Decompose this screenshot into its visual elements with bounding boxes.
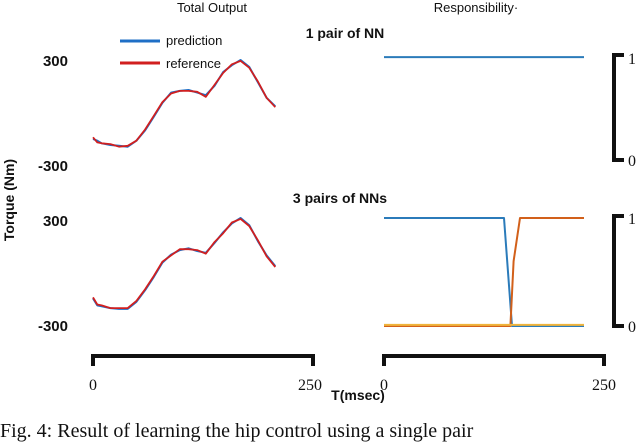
bottom-right-y-axis <box>612 214 624 328</box>
top-left-ytick-min: -300 <box>38 158 68 175</box>
top-left-ytick-max: 300 <box>43 53 68 70</box>
series-line-bottom-left-reference <box>92 217 276 310</box>
series-line-bottom-left-prediction <box>92 217 277 310</box>
left-x-axis <box>91 354 315 366</box>
left-xtick-250: 250 <box>298 377 322 394</box>
top-right-y-axis <box>612 53 624 162</box>
plot-area <box>92 56 584 327</box>
bottom-right-ytick-max: 1 <box>628 211 636 228</box>
top-right-ytick-max: 1 <box>628 51 636 68</box>
series-line-bottom-right-s1 <box>384 217 584 327</box>
legend: prediction reference <box>120 33 222 71</box>
series-line-bottom-right-s0 <box>384 217 584 327</box>
x-axis-label: T(msec) <box>331 387 385 403</box>
left-xtick-0: 0 <box>89 377 97 394</box>
top-right-ytick-min: 0 <box>628 153 636 170</box>
figure-caption: Fig. 4: Result of learning the hip contr… <box>0 420 474 442</box>
right-x-axis <box>382 354 606 366</box>
bottom-left-ytick-min: -300 <box>38 318 68 335</box>
y-axis-label: Torque (Nm) <box>1 159 17 241</box>
legend-prediction-label: prediction <box>166 33 222 48</box>
bottom-right-ytick-min: 0 <box>628 319 636 336</box>
series-line-top-left-prediction <box>92 59 276 148</box>
series-line-top-left-reference <box>92 60 276 148</box>
right-xtick-250: 250 <box>592 377 616 394</box>
panel-title-bottom-right: 3 pairs of NNs <box>293 190 387 206</box>
legend-reference-label: reference <box>166 56 221 71</box>
right-column-title: Responsibility· <box>434 0 519 15</box>
left-column-title: Total Output <box>177 0 247 15</box>
panel-title-top-right: 1 pair of NN <box>306 25 385 41</box>
bottom-left-ytick-max: 300 <box>43 213 68 230</box>
right-xtick-0: 0 <box>380 377 388 394</box>
